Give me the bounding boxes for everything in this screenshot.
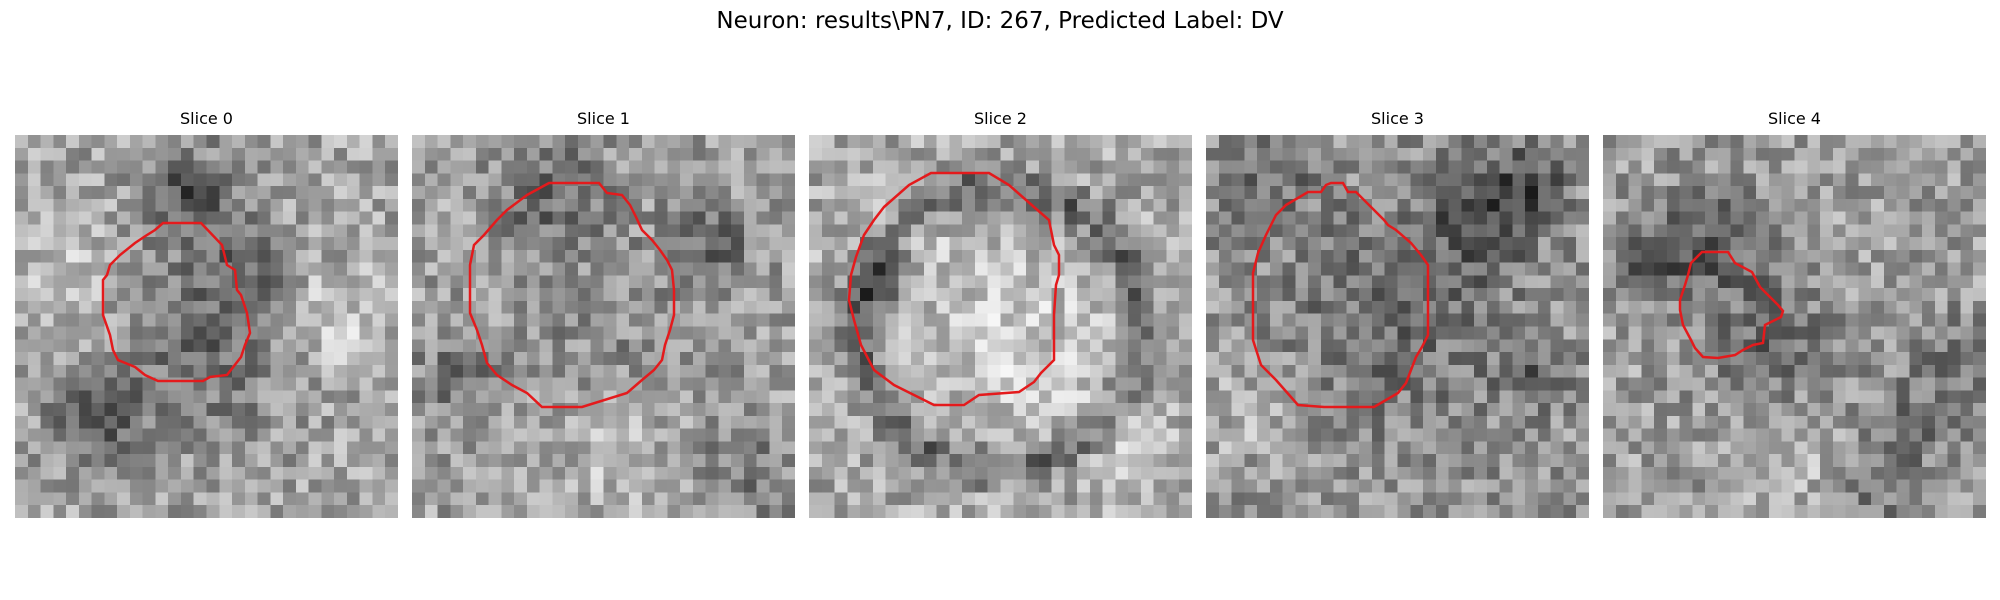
- slice-title: Slice 1: [577, 109, 630, 128]
- roi-contour: [101, 221, 252, 383]
- slice-panel-3: Slice 3: [1206, 108, 1589, 518]
- roi-contour: [468, 181, 676, 409]
- slice-panel-1: Slice 1: [412, 108, 795, 518]
- slice-image: [1603, 135, 1986, 518]
- roi-contour-line: [1251, 181, 1430, 409]
- figure-title: Neuron: results\PN7, ID: 267, Predicted …: [716, 8, 1284, 34]
- slice-panel-4: Slice 4: [1603, 108, 1986, 518]
- roi-contour: [847, 171, 1061, 407]
- roi-contour: [1678, 250, 1785, 360]
- slice-image: [809, 135, 1192, 518]
- slice-panel-2: Slice 2: [809, 108, 1192, 518]
- slice-image: [15, 135, 398, 518]
- roi-contour-line: [101, 221, 252, 383]
- roi-contour: [1251, 181, 1430, 409]
- roi-contour-line: [847, 171, 1061, 407]
- slice-panel-0: Slice 0: [15, 108, 398, 518]
- slice-title: Slice 0: [180, 109, 233, 128]
- slice-image: [1206, 135, 1589, 518]
- slice-title: Slice 4: [1768, 109, 1821, 128]
- slice-title: Slice 3: [1371, 109, 1424, 128]
- roi-contour-line: [1678, 250, 1785, 360]
- roi-contour-line: [468, 181, 676, 409]
- slice-title: Slice 2: [974, 109, 1027, 128]
